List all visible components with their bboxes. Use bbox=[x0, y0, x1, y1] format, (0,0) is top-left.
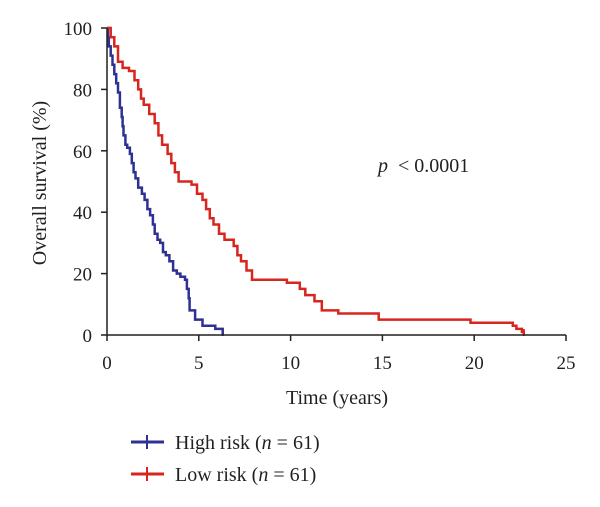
legend-label-low-risk: Low risk (n = 61) bbox=[175, 464, 316, 486]
y-tick-label: 80 bbox=[73, 80, 92, 101]
y-axis-label: Overall survival (%) bbox=[29, 101, 51, 265]
y-tick-label: 0 bbox=[83, 326, 93, 347]
x-tick-label: 0 bbox=[102, 353, 112, 374]
y-tick-label: 100 bbox=[64, 19, 93, 40]
legend: High risk (n = 61) Low risk (n = 61) bbox=[131, 432, 320, 486]
series-layer bbox=[106, 26, 526, 336]
x-tick-label: 10 bbox=[281, 353, 300, 374]
p-value-annotation: p < 0.0001 bbox=[376, 155, 469, 177]
legend-item-high-risk: High risk (n = 61) bbox=[131, 432, 320, 454]
series-line-low-risk bbox=[107, 26, 526, 335]
x-tick-label: 5 bbox=[194, 353, 204, 374]
legend-label-high-risk: High risk (n = 61) bbox=[175, 432, 320, 454]
x-tick-label: 25 bbox=[557, 353, 576, 374]
ticks: 0 5 10 15 20 25 0 20 40 60 80 100 bbox=[64, 19, 576, 374]
x-tick-label: 15 bbox=[373, 353, 392, 374]
x-tick-label: 20 bbox=[465, 353, 484, 374]
series-line-high-risk bbox=[106, 26, 224, 335]
y-tick-label: 40 bbox=[73, 203, 92, 224]
y-tick-label: 20 bbox=[73, 265, 92, 286]
axes bbox=[106, 28, 566, 336]
legend-item-low-risk: Low risk (n = 61) bbox=[131, 464, 316, 486]
y-tick-label: 60 bbox=[73, 142, 92, 163]
x-axis-label: Time (years) bbox=[286, 387, 388, 409]
